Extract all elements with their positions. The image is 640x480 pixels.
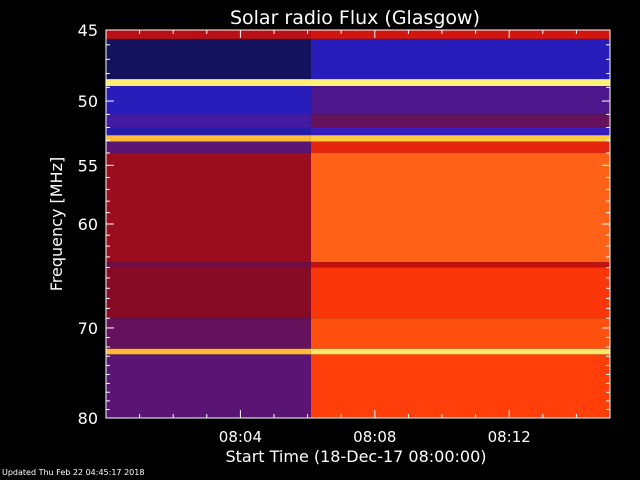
band-12-post-burst [310,348,610,355]
y-tick-label-80: 80 [78,409,98,428]
band-6-post-burst [310,135,610,142]
band-7-post-burst [310,141,610,153]
band-10-post-burst [310,267,610,319]
band-10-pre-burst [106,267,311,319]
band-7-pre-burst [106,141,311,153]
band-0-pre-burst [106,30,311,39]
band-4-post-burst [310,114,610,128]
band-11-pre-burst [106,318,311,349]
y-tick-label-45: 45 [78,21,98,40]
band-0-post-burst [310,30,610,39]
x-tick-label-0804: 08:04 [219,428,262,446]
x-axis-label: Start Time (18-Dec-17 08:00:00) [225,447,486,466]
band-5-pre-burst [106,127,311,136]
band-8-post-burst [310,152,610,263]
band-13-pre-burst [106,354,311,418]
band-11-post-burst [310,318,610,349]
band-3-post-burst [310,86,610,115]
y-tick-label-70: 70 [78,319,98,338]
y-tick-label-50: 50 [78,92,98,111]
x-tick-label-0812: 08:12 [488,428,531,446]
band-1-post-burst [310,38,610,80]
band-2-pre-burst [106,79,311,87]
band-2-post-burst [310,79,610,87]
band-5-post-burst [310,127,610,136]
axis-ticks [106,30,610,418]
band-1-pre-burst [106,38,311,80]
plot-frame [105,29,611,419]
band-3-pre-burst [106,86,311,115]
tick-labels: 08:04 08:08 08:12 45 50 55 60 70 80 [78,21,531,446]
spectrogram-bands [106,30,610,418]
y-axis-label: Frequency [MHz] [47,157,66,291]
y-tick-label-60: 60 [78,215,98,234]
band-9-post-burst [310,262,610,268]
band-12-pre-burst [106,348,311,355]
y-tick-label-55: 55 [78,156,98,175]
x-tick-label-0808: 08:08 [353,428,396,446]
band-4-pre-burst [106,114,311,128]
updated-timestamp: Updated Thu Feb 22 04:45:17 2018 [2,468,145,477]
band-8-pre-burst [106,152,311,263]
band-13-post-burst [310,354,610,418]
band-6-pre-burst [106,135,311,142]
chart-title: Solar radio Flux (Glasgow) [230,7,480,29]
band-9-pre-burst [106,262,311,268]
